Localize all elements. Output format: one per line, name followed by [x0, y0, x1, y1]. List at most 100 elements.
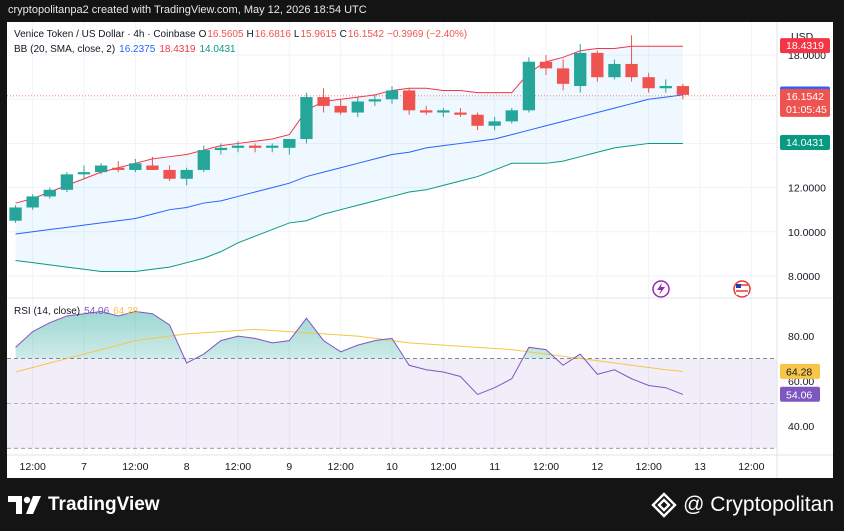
- candle: [334, 99, 347, 115]
- time-axis: 12:00 7 12:00 8 12:00 9 12:00 10 12:00 11 12:00 12 1…: [20, 461, 765, 473]
- candle-body: [317, 97, 330, 106]
- candle-body: [402, 90, 416, 111]
- chart-svg[interactable]: USD8.000010.000012.000014.000016.000018.…: [7, 22, 833, 478]
- tradingview-brand: TradingView: [48, 494, 160, 515]
- time-tick-label: 12:00: [738, 461, 764, 473]
- candle-body: [283, 139, 296, 148]
- close-value: 16.1542: [348, 29, 385, 40]
- candle-body: [60, 174, 74, 190]
- candle-body: [163, 169, 176, 179]
- candle-body: [77, 172, 91, 175]
- candle-body: [420, 110, 433, 113]
- candle-body: [574, 52, 587, 87]
- price-label-text: 14.0431: [786, 137, 824, 149]
- candle: [94, 163, 108, 175]
- candle-body: [300, 97, 313, 140]
- attribution-bar: cryptopolitanpa2 created with TradingVie…: [0, 0, 844, 22]
- footer: TradingView @ Cryptopolitan: [0, 478, 844, 531]
- time-tick-label: 9: [286, 461, 292, 473]
- candle: [26, 194, 39, 210]
- rsi-ma-value-label: 64.28: [780, 363, 820, 379]
- time-tick-label: 8: [184, 461, 190, 473]
- cryptopolitan-logo[interactable]: @ Cryptopolitan: [651, 492, 834, 518]
- candle-body: [676, 86, 690, 95]
- candle: [659, 79, 672, 93]
- candle-body: [43, 189, 56, 197]
- tradingview-logo-icon: [8, 496, 41, 514]
- candle: [283, 139, 296, 155]
- rsi-tick-label: 40.00: [788, 421, 814, 433]
- candle-body: [471, 114, 484, 126]
- candle: [163, 165, 176, 181]
- time-tick-label: 11: [489, 461, 500, 473]
- low-value: 15.9615: [300, 29, 337, 40]
- candle-body: [454, 112, 467, 115]
- candle: [129, 158, 142, 173]
- price-label-bg: [780, 134, 830, 150]
- candle-body: [385, 90, 399, 100]
- candle-body: [197, 150, 210, 170]
- candle: [60, 172, 74, 193]
- time-tick-label: 12:00: [122, 461, 148, 473]
- candle-body: [231, 145, 245, 148]
- candle-body: [659, 86, 672, 89]
- candle: [471, 112, 484, 131]
- candle: [231, 141, 245, 153]
- price-label-text: 16.1542: [786, 91, 824, 103]
- candle: [539, 55, 553, 75]
- candle-body: [505, 110, 518, 122]
- rsi-tick-label: 80.00: [788, 331, 814, 343]
- price-tick-label: 8.0000: [788, 271, 820, 283]
- candle: [625, 35, 638, 82]
- attribution-text: cryptopolitanpa2 created with TradingVie…: [8, 4, 367, 16]
- candle: [556, 59, 570, 91]
- candle: [43, 187, 56, 199]
- bb-lower-price-label: 14.0431: [780, 134, 830, 150]
- time-tick-label: 12:00: [533, 461, 559, 473]
- candle: [402, 88, 416, 115]
- candle: [454, 108, 467, 117]
- candles: [9, 35, 690, 223]
- cryptopolitan-brand: @ Cryptopolitan: [683, 493, 834, 516]
- rsi-value-label: 54.06: [780, 386, 820, 402]
- open-value: 16.5605: [207, 29, 244, 40]
- price-tick-label: 18.0000: [788, 50, 826, 62]
- candle: [574, 44, 587, 93]
- time-tick-label: 7: [81, 461, 87, 473]
- bb-legend-label: BB (20, SMA, close, 2): [14, 44, 115, 55]
- price-tick-label: 10.0000: [788, 227, 826, 239]
- candle-body: [334, 105, 347, 113]
- candle: [317, 88, 330, 113]
- candle: [197, 145, 210, 173]
- time-tick-label: 12:00: [430, 461, 456, 473]
- candle: [488, 116, 501, 131]
- tradingview-logo[interactable]: TradingView: [8, 494, 160, 516]
- candle-body: [642, 77, 655, 89]
- chart-panel[interactable]: USD8.000010.000012.000014.000016.000018.…: [7, 22, 833, 478]
- candle-body: [368, 99, 382, 102]
- candle-body: [26, 196, 39, 208]
- candle: [608, 59, 621, 80]
- grid-lines: [7, 22, 777, 455]
- candle-body: [437, 110, 450, 113]
- candle-body: [351, 101, 364, 113]
- bb-lower-line: [15, 142, 683, 273]
- candle: [9, 205, 22, 223]
- price-label-bg: [780, 38, 830, 54]
- rsi-ma-value: 64.28: [113, 306, 138, 317]
- candle: [437, 108, 450, 117]
- rsi-value: 54.06: [84, 306, 109, 317]
- price-label-text: 18.4319: [786, 40, 824, 52]
- candle-body: [214, 147, 228, 151]
- rsi-label-text: 64.28: [786, 366, 812, 378]
- symbol-name: Venice Token / US Dollar · 4h · Coinbase: [14, 29, 196, 40]
- flag-canton: [736, 284, 741, 288]
- candle: [522, 57, 536, 113]
- open-label: O: [199, 29, 207, 40]
- cryptopolitan-diamond-icon: [651, 492, 677, 518]
- bollinger-band-fill: [15, 46, 683, 272]
- candle: [351, 97, 364, 117]
- candle-body: [180, 169, 193, 179]
- candle-body: [608, 63, 621, 78]
- high-label: H: [247, 29, 254, 40]
